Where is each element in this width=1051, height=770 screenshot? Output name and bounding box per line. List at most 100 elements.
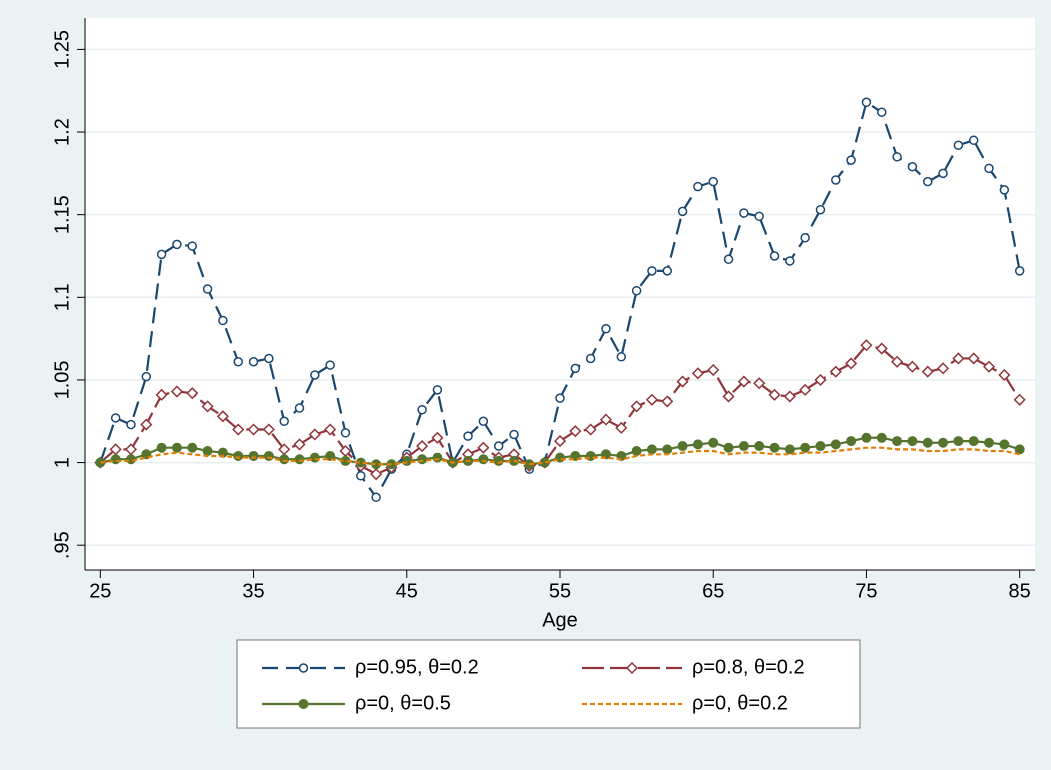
marker bbox=[187, 442, 198, 453]
x-axis-title: Age bbox=[542, 609, 578, 631]
marker bbox=[417, 404, 427, 415]
x-tick-label: 55 bbox=[549, 580, 571, 602]
x-tick-label: 25 bbox=[89, 580, 111, 602]
marker bbox=[416, 439, 429, 453]
marker bbox=[324, 423, 337, 436]
marker bbox=[692, 439, 703, 450]
marker bbox=[662, 444, 673, 455]
marker bbox=[984, 437, 995, 448]
marker bbox=[676, 375, 689, 388]
marker bbox=[922, 176, 933, 187]
marker bbox=[156, 249, 167, 260]
marker bbox=[569, 425, 582, 438]
marker bbox=[968, 436, 979, 447]
y-tick-label: 1.1 bbox=[51, 283, 73, 311]
x-tick-label: 45 bbox=[396, 580, 418, 602]
marker bbox=[646, 444, 657, 455]
marker bbox=[110, 413, 121, 423]
marker bbox=[1013, 393, 1026, 406]
marker bbox=[892, 152, 902, 162]
marker bbox=[768, 388, 781, 401]
marker bbox=[156, 442, 167, 453]
marker bbox=[907, 436, 918, 447]
marker bbox=[264, 353, 274, 364]
marker bbox=[877, 107, 887, 117]
marker bbox=[463, 431, 473, 441]
y-tick-label: 1.05 bbox=[51, 360, 73, 399]
marker bbox=[140, 418, 153, 431]
marker bbox=[708, 176, 718, 187]
marker bbox=[553, 435, 567, 448]
marker bbox=[202, 284, 213, 294]
marker bbox=[693, 181, 703, 192]
marker bbox=[201, 400, 214, 413]
marker bbox=[907, 161, 918, 172]
marker bbox=[126, 419, 136, 430]
marker bbox=[708, 437, 719, 448]
marker bbox=[921, 365, 934, 378]
plot-area bbox=[85, 18, 1035, 570]
marker bbox=[370, 468, 383, 481]
marker bbox=[585, 353, 596, 364]
marker bbox=[570, 363, 581, 374]
marker bbox=[876, 432, 887, 443]
marker bbox=[431, 431, 444, 444]
marker bbox=[800, 442, 811, 453]
marker bbox=[783, 390, 796, 403]
marker bbox=[293, 438, 306, 451]
marker bbox=[325, 360, 335, 370]
marker bbox=[645, 393, 658, 406]
marker bbox=[432, 385, 443, 395]
marker bbox=[248, 450, 259, 461]
marker bbox=[279, 454, 290, 465]
marker bbox=[1014, 444, 1025, 455]
marker bbox=[310, 370, 320, 380]
marker bbox=[738, 441, 749, 452]
marker bbox=[216, 410, 229, 423]
marker bbox=[999, 185, 1010, 195]
marker bbox=[952, 352, 965, 365]
marker bbox=[509, 429, 519, 440]
marker bbox=[170, 385, 183, 398]
marker bbox=[967, 352, 980, 365]
marker bbox=[938, 168, 948, 179]
legend-label: ρ=0.8, θ=0.2 bbox=[692, 656, 805, 678]
marker bbox=[647, 266, 657, 276]
marker bbox=[754, 211, 764, 222]
marker bbox=[846, 436, 857, 447]
series-line bbox=[100, 446, 1020, 466]
marker bbox=[1014, 266, 1025, 276]
marker bbox=[922, 437, 933, 448]
marker bbox=[417, 454, 428, 465]
marker bbox=[999, 439, 1010, 450]
marker bbox=[968, 135, 979, 146]
marker bbox=[739, 208, 749, 218]
marker bbox=[584, 423, 597, 436]
marker bbox=[799, 383, 812, 396]
marker bbox=[984, 163, 994, 174]
marker bbox=[722, 390, 735, 403]
marker bbox=[615, 421, 628, 434]
marker bbox=[477, 441, 490, 454]
marker bbox=[555, 393, 565, 403]
legend-marker bbox=[298, 663, 309, 673]
marker bbox=[356, 471, 366, 481]
marker bbox=[691, 367, 704, 380]
marker bbox=[723, 254, 734, 265]
marker bbox=[846, 155, 856, 165]
marker bbox=[800, 233, 810, 243]
marker bbox=[831, 175, 841, 185]
legend-label: ρ=0, θ=0.2 bbox=[692, 692, 788, 714]
marker bbox=[172, 239, 182, 250]
marker bbox=[631, 285, 642, 296]
marker bbox=[938, 437, 949, 448]
marker bbox=[233, 357, 243, 367]
marker bbox=[202, 446, 213, 457]
marker bbox=[478, 454, 489, 465]
marker bbox=[325, 450, 336, 461]
y-tick-label: 1.15 bbox=[51, 195, 73, 234]
y-tick-label: 1.25 bbox=[51, 30, 73, 69]
marker bbox=[493, 441, 504, 451]
marker bbox=[186, 387, 199, 400]
marker bbox=[247, 423, 260, 436]
